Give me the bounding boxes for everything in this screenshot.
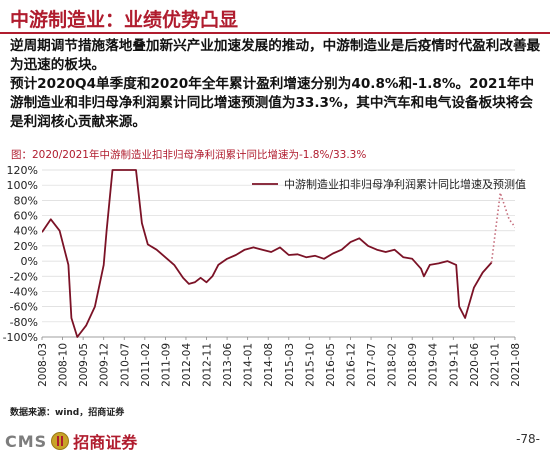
legend-label: 中游制造业扣非归母净利润累计同比增速及预测值 xyxy=(284,177,526,191)
y-tick-label: 0% xyxy=(21,255,38,268)
y-tick-label: 20% xyxy=(14,240,38,253)
x-tick-label: 2017-07 xyxy=(366,343,378,387)
x-tick-label: 2019-11 xyxy=(448,343,460,387)
x-tick-label: 2015-03 xyxy=(284,343,296,387)
forecast-series-line xyxy=(490,192,515,263)
chart-legend: 中游制造业扣非归母净利润累计同比增速及预测值 xyxy=(252,177,526,191)
x-tick-label: 2011-09 xyxy=(160,343,172,387)
chart-axes: 120% 100% 80% 60% 40% 20% 0% -20% -40% -60% -80% -1… xyxy=(3,164,522,387)
logo-badge-icon xyxy=(51,432,70,450)
x-tick-label: 2008-10 xyxy=(58,343,70,387)
x-tick-label: 2009-05 xyxy=(78,343,90,387)
y-tick-label: 40% xyxy=(14,225,38,238)
x-tick-label: 2010-07 xyxy=(119,343,131,387)
x-tick-label: 2016-12 xyxy=(345,343,357,387)
slide-header: 中游制造业：业绩优势凸显 xyxy=(0,0,550,34)
x-tick-label: 2009-12 xyxy=(99,343,111,387)
x-tick-label: 2014-01 xyxy=(243,343,255,387)
x-tick-label: 2016-05 xyxy=(325,343,337,387)
data-source: 数据来源：wind，招商证券 xyxy=(10,408,125,418)
x-tick-label: 2011-02 xyxy=(140,343,152,387)
y-tick-label: 120% xyxy=(7,164,38,177)
actual-series-line xyxy=(42,169,493,338)
y-tick-label: 60% xyxy=(14,210,38,223)
paragraph-1: 逆周期调节措施落地叠加新兴产业加速发展的推动，中游制造业是后疫情时代盈利改善最为… xyxy=(10,38,541,73)
x-tick-label: 2020-06 xyxy=(469,343,481,387)
body-text: 逆周期调节措施落地叠加新兴产业加速发展的推动，中游制造业是后疫情时代盈利改善最为… xyxy=(10,37,545,132)
line-chart: 120% 100% 80% 60% 40% 20% 0% -20% -40% -60% -80% -1… xyxy=(3,164,526,387)
y-tick-label: -60% xyxy=(10,301,38,314)
x-tick-label: 2018-09 xyxy=(407,343,419,387)
chart-series xyxy=(42,169,515,338)
title-divider xyxy=(0,32,550,34)
x-tick-label: 2015-10 xyxy=(304,343,316,387)
chart-caption: 图：2020/2021年中游制造业扣非归母净利润累计同比增速为-1.8%/33.… xyxy=(11,149,367,161)
y-tick-label: -80% xyxy=(10,316,38,329)
x-tick-label: 2012-11 xyxy=(202,343,214,387)
x-tick-label: 2021-08 xyxy=(510,343,522,387)
x-tick-label: 2021-01 xyxy=(489,343,501,387)
logo-chinese-text: 招商证券 xyxy=(73,433,138,452)
y-tick-label: -40% xyxy=(10,285,38,298)
y-tick-label: 80% xyxy=(14,194,38,207)
page-number: -78- xyxy=(516,432,540,446)
y-tick-label: -20% xyxy=(10,270,38,283)
slide-footer: CMS 招商证券 -78- xyxy=(0,420,550,453)
paragraph-2: 预计2020Q4单季度和2020年全年累计盈利增速分别为40.8%和-1.8%。… xyxy=(10,76,535,130)
logo-cms-text: CMS xyxy=(5,431,48,451)
x-tick-label: 2013-06 xyxy=(222,343,234,387)
x-tick-label: 2019-04 xyxy=(428,343,440,387)
y-tick-label: 100% xyxy=(7,179,38,192)
chart-gridlines xyxy=(42,169,515,338)
company-logo: CMS 招商证券 xyxy=(5,429,137,453)
x-tick-label: 2014-08 xyxy=(263,343,275,387)
slide-title: 中游制造业：业绩优势凸显 xyxy=(10,9,239,31)
x-tick-label: 2008-03 xyxy=(37,343,49,387)
y-tick-label: -100% xyxy=(3,331,38,344)
x-tick-label: 2012-04 xyxy=(181,343,193,387)
x-tick-label: 2018-02 xyxy=(387,343,399,387)
